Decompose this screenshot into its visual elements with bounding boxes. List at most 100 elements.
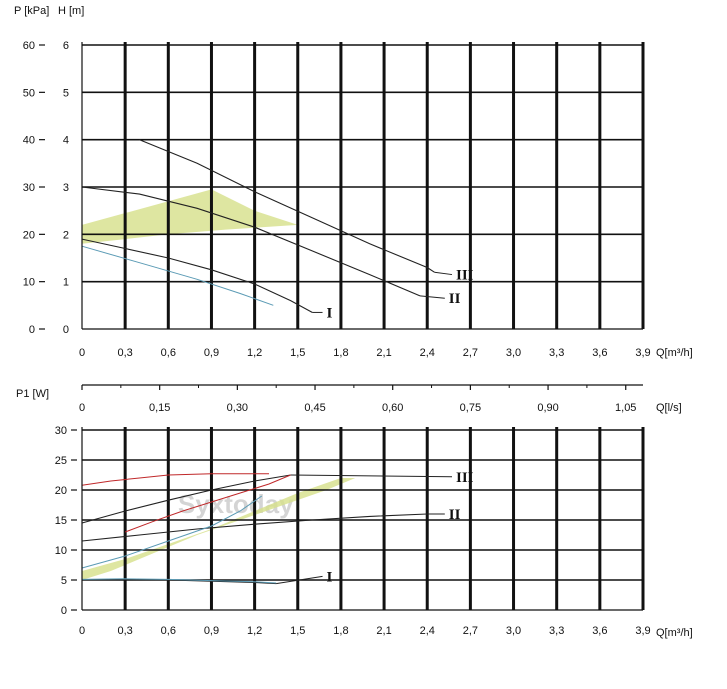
- y-tick-label-m: 6: [63, 40, 69, 52]
- bottom-grid: [82, 427, 645, 610]
- bottom-efficiency-band: [82, 478, 356, 580]
- y-tick-label-w: 20: [55, 485, 67, 497]
- curve-series-6: [81, 495, 263, 569]
- bottom-tick-labels: 0 0,3 0,6 0,9 1,2 1,5 1,8 2,1 2,4 2,7 3,0 3,3 3,6 3,9…: [55, 425, 651, 637]
- x-tick-label: 2,1: [376, 347, 391, 359]
- y-tick-label-w: 10: [55, 545, 67, 557]
- x-tick-label: 2,7: [463, 347, 478, 359]
- top-x-axis-label: Q[m³/h]: [656, 347, 693, 359]
- y-tick-label-w: 25: [55, 455, 67, 467]
- curve-speed-iii: [139, 139, 435, 273]
- y-tick-label-kpa: 60: [23, 40, 35, 52]
- bottom-x-axis-label: Q[m³/h]: [656, 627, 693, 639]
- x-tick-label: 3,3: [549, 347, 564, 359]
- band-area: [82, 189, 298, 244]
- x-tick-label: 1,2: [247, 625, 262, 637]
- x-tick-label: 2,4: [420, 625, 435, 637]
- y-tick-label-w: 0: [61, 605, 67, 617]
- leader-line: [290, 474, 453, 478]
- top-efficiency-band: [82, 189, 298, 244]
- y-tick-label-w: 5: [61, 575, 67, 587]
- y-tick-label-m: 2: [63, 229, 69, 241]
- x-tick-label: 0,9: [204, 347, 219, 359]
- x2-tick-label: 0,75: [460, 402, 481, 414]
- x-tick-label: 2,4: [420, 347, 435, 359]
- x-tick-label: 2,7: [463, 625, 478, 637]
- x-tick-label: 0,9: [204, 625, 219, 637]
- curve-speed-iii: [81, 474, 291, 524]
- curve-speed-i: [81, 578, 277, 585]
- y-tick-label-kpa: 0: [29, 324, 35, 336]
- bottom-curves: [81, 473, 428, 585]
- speed-label-ii: II: [449, 291, 461, 307]
- x2-tick-label: 0,60: [382, 402, 403, 414]
- speed-label-i: I: [327, 305, 333, 321]
- x-tick-label: 3,0: [506, 347, 521, 359]
- band-area: [82, 478, 356, 580]
- x-tick-label: 1,8: [333, 625, 348, 637]
- speed-label-iii: III: [456, 268, 474, 284]
- bottom-p1-axis-label: P1 [W]: [16, 388, 49, 400]
- x-tick-label: 0,6: [161, 625, 176, 637]
- x2-tick-label: 1,05: [615, 402, 636, 414]
- x-tick-label: 0,6: [161, 347, 176, 359]
- top-tick-labels: 0 0,3 0,6 0,9 1,2 1,5 1,8 2,1 2,4 2,7 3,0 3,3 3,6 3,9…: [23, 40, 651, 359]
- speed-label-ii: II: [449, 507, 461, 523]
- top-curves: [81, 139, 435, 313]
- speed-label-iii: III: [456, 470, 474, 486]
- x-tick-label: 3,6: [592, 347, 607, 359]
- curve-series-3: [81, 578, 277, 584]
- x-tick-label: 3,3: [549, 625, 564, 637]
- curve-speed-ii: [81, 186, 421, 297]
- y-tick-label-kpa: 50: [23, 87, 35, 99]
- x2-tick-label: 0,90: [537, 402, 558, 414]
- leader-line: [434, 271, 453, 276]
- y-tick-label-m: 3: [63, 182, 69, 194]
- top-grid: [82, 42, 645, 329]
- y-tick-label-w: 15: [55, 515, 67, 527]
- y-tick-label-kpa: 20: [23, 229, 35, 241]
- y-tick-label-w: 30: [55, 425, 67, 437]
- top-h-axis-label: H [m]: [58, 5, 84, 17]
- curve-series-5: [125, 474, 291, 533]
- head-flow-chart: 0 0,3 0,6 0,9 1,2 1,5 1,8 2,1 2,4 2,7 3,0 3,3 3,6 3,9…: [14, 5, 693, 359]
- top-p-axis-label: P [kPa]: [14, 5, 49, 17]
- curve-speed-ii: [81, 513, 428, 542]
- curve-series-4: [81, 473, 269, 486]
- x2-tick-label: 0,30: [227, 402, 248, 414]
- x-tick-label: 1,5: [290, 625, 305, 637]
- y-tick-label-kpa: 40: [23, 135, 35, 147]
- x-tick-label: 1,5: [290, 347, 305, 359]
- x-tick-label: 3,6: [592, 625, 607, 637]
- curve-speed-i: [81, 238, 313, 313]
- x-tick-label: 0,3: [118, 625, 133, 637]
- y-tick-label-m: 5: [63, 87, 69, 99]
- x2-tick-label: 0,15: [149, 402, 170, 414]
- x-tick-label: 1,8: [333, 347, 348, 359]
- x-tick-label: 0: [79, 625, 85, 637]
- y-tick-label-m: 4: [63, 135, 69, 147]
- bottom-x2-axis-label: Q[l/s]: [656, 402, 682, 414]
- x-tick-label: 0: [79, 347, 85, 359]
- x-tick-label: 2,1: [376, 625, 391, 637]
- x-tick-label: 1,2: [247, 347, 262, 359]
- x-tick-label: 3,0: [506, 625, 521, 637]
- x2-tick-label: 0: [79, 402, 85, 414]
- y-tick-label-kpa: 10: [23, 277, 35, 289]
- curve-series-3: [81, 245, 274, 306]
- power-flow-chart: 0 0,15 0,30 0,45 0,60 0,75 0,90 1,05 Q[l/s] P1 …: [16, 384, 693, 639]
- speed-label-i: I: [327, 569, 333, 585]
- y-tick-label-m: 0: [63, 324, 69, 336]
- top-axes: [81, 42, 643, 330]
- y-tick-label-m: 1: [63, 277, 69, 289]
- x-tick-label: 3,9: [635, 625, 650, 637]
- x2-tick-label: 0,45: [304, 402, 325, 414]
- bottom-axes: [81, 427, 643, 611]
- leader-line: [276, 575, 323, 585]
- y-tick-label-kpa: 30: [23, 182, 35, 194]
- x-tick-label: 0,3: [118, 347, 133, 359]
- bottom-secondary-axis: 0 0,15 0,30 0,45 0,60 0,75 0,90 1,05: [79, 384, 643, 414]
